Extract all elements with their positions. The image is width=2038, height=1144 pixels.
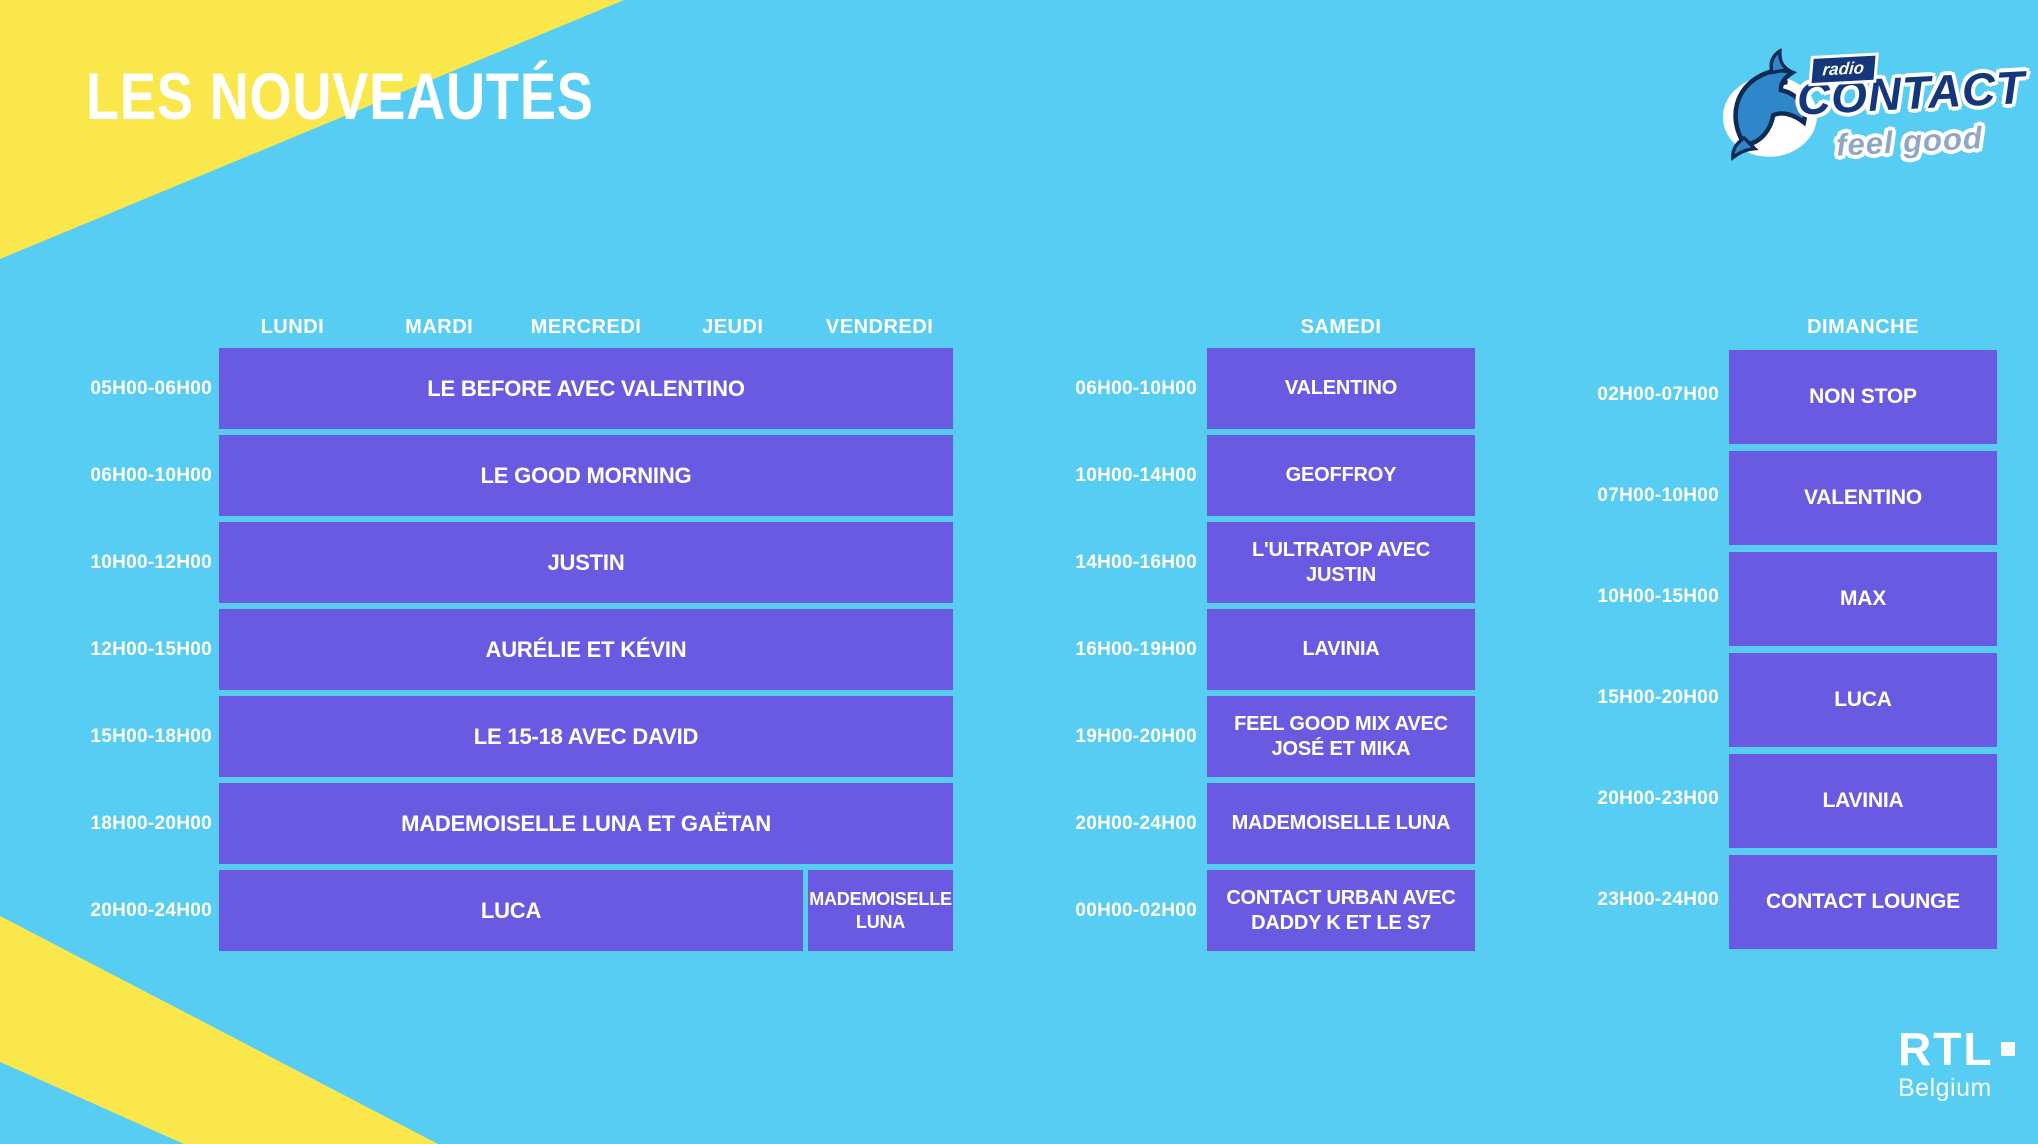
time-label: 00H00-02H00 [1075, 899, 1197, 921]
saturday-table: SAMEDI 06H00-10H00 10H00-14H00 14H00-16H… [1040, 312, 1475, 957]
time-label: 19H00-20H00 [1075, 725, 1197, 747]
time-label: 10H00-14H00 [1075, 464, 1197, 486]
weekday-body: 05H00-06H00 06H00-10H00 10H00-12H00 12H0… [40, 348, 953, 957]
dolphin-icon [1722, 47, 1817, 161]
weekday-time-labels: 05H00-06H00 06H00-10H00 10H00-12H00 12H0… [40, 348, 212, 957]
page-title: LES NOUVEAUTÉS [86, 59, 594, 133]
time-label: 06H00-10H00 [1075, 377, 1197, 399]
split-row: LUCA MADEMOISELLE LUNA [219, 870, 953, 957]
show-cell: LE 15-18 AVEC DAVID [219, 696, 953, 777]
time-label: 10H00-15H00 [1597, 586, 1719, 607]
show-cell: MAX [1729, 552, 1997, 646]
day-header-jeudi: JEUDI [702, 315, 764, 338]
time-label: 15H00-20H00 [1597, 687, 1719, 708]
sunday-time-labels: 02H00-07H00 07H00-10H00 10H00-15H00 15H0… [1560, 348, 1719, 956]
time-label: 12H00-15H00 [90, 638, 212, 660]
logo-radio-label: radio [1811, 55, 1876, 84]
day-header-samedi: SAMEDI [1300, 315, 1382, 338]
time-label: 06H00-10H00 [90, 464, 212, 486]
sunday-body: 02H00-07H00 07H00-10H00 10H00-15H00 15H0… [1560, 348, 1997, 956]
show-cell: NON STOP [1729, 350, 1997, 444]
time-label: 07H00-10H00 [1597, 485, 1719, 506]
radio-contact-logo: radio CONTACT feel good [1716, 32, 2027, 197]
show-cell: VALENTINO [1729, 451, 1997, 545]
show-cell: LE GOOD MORNING [219, 435, 953, 516]
show-cell: VALENTINO [1207, 348, 1475, 429]
rtl-region-label: Belgium [1898, 1074, 1992, 1102]
time-label: 02H00-07H00 [1597, 384, 1719, 405]
show-cell-mon-thu: LUCA [219, 870, 803, 951]
day-header-vendredi: VENDREDI [825, 315, 934, 338]
show-cell: AURÉLIE ET KÉVIN [219, 609, 953, 690]
sunday-day-header: DIMANCHE [1729, 312, 1997, 342]
day-header-mercredi: MERCREDI [530, 315, 642, 338]
show-cell: L'ULTRATOP AVEC JUSTIN [1207, 522, 1475, 603]
time-label: 18H00-20H00 [90, 812, 212, 834]
weekday-day-headers: LUNDI MARDI MERCREDI JEUDI VENDREDI [219, 312, 953, 342]
time-label: 15H00-18H00 [90, 725, 212, 747]
show-cell-friday: MADEMOISELLE LUNA [808, 870, 953, 951]
show-cell: CONTACT LOUNGE [1729, 855, 1997, 949]
show-cell: LAVINIA [1207, 609, 1475, 690]
day-header-dimanche: DIMANCHE [1807, 315, 1919, 338]
saturday-time-labels: 06H00-10H00 10H00-14H00 14H00-16H00 16H0… [1040, 348, 1197, 957]
time-label: 23H00-24H00 [1597, 889, 1719, 910]
show-cell: MADEMOISELLE LUNA [1207, 783, 1475, 864]
time-label: 20H00-23H00 [1597, 788, 1719, 809]
sunday-table: DIMANCHE 02H00-07H00 07H00-10H00 10H00-1… [1560, 312, 1997, 956]
show-cell: MADEMOISELLE LUNA ET GAËTAN [219, 783, 953, 864]
show-cell: JUSTIN [219, 522, 953, 603]
rtl-wordmark: RTL [1898, 1026, 2016, 1072]
weekday-cells: LE BEFORE AVEC VALENTINO LE GOOD MORNING… [219, 348, 953, 957]
logo-tagline: feel good [1835, 120, 1984, 163]
saturday-cells: VALENTINO GEOFFROY L'ULTRATOP AVEC JUSTI… [1207, 348, 1475, 957]
time-label: 10H00-12H00 [90, 551, 212, 573]
show-cell: LAVINIA [1729, 754, 1997, 848]
sunday-cells: NON STOP VALENTINO MAX LUCA LAVINIA CONT… [1729, 350, 1997, 956]
time-label: 16H00-19H00 [1075, 638, 1197, 660]
logo-text: radio CONTACT feel good [1795, 40, 2027, 165]
saturday-body: 06H00-10H00 10H00-14H00 14H00-16H00 16H0… [1040, 348, 1475, 957]
saturday-day-header: SAMEDI [1207, 312, 1475, 342]
time-label: 14H00-16H00 [1075, 551, 1197, 573]
weekday-table: LUNDI MARDI MERCREDI JEUDI VENDREDI 05H0… [40, 312, 953, 957]
show-cell: LUCA [1729, 653, 1997, 747]
rtl-cube-icon [2001, 1042, 2016, 1056]
day-header-lundi: LUNDI [260, 315, 325, 338]
show-cell: LE BEFORE AVEC VALENTINO [219, 348, 953, 429]
show-cell: FEEL GOOD MIX AVEC JOSÉ ET MIKA [1207, 696, 1475, 777]
time-label: 20H00-24H00 [1075, 812, 1197, 834]
time-label: 20H00-24H00 [90, 899, 212, 921]
show-cell: GEOFFROY [1207, 435, 1475, 516]
day-header-mardi: MARDI [405, 315, 474, 338]
rtl-belgium-logo: RTL Belgium [1898, 1026, 2016, 1103]
show-cell: CONTACT URBAN AVEC DADDY K ET LE S7 [1207, 870, 1475, 951]
time-label: 05H00-06H00 [90, 377, 212, 399]
